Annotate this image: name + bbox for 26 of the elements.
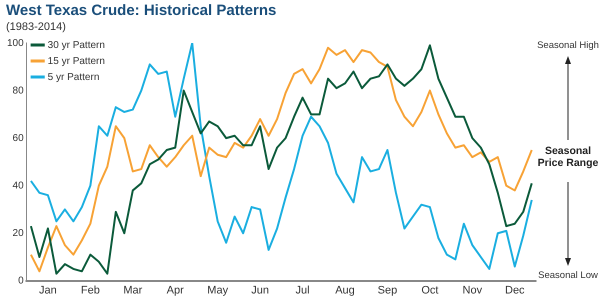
legend-label: 15 yr Pattern	[48, 56, 105, 67]
legend-label: 30 yr Pattern	[48, 40, 105, 51]
x-tick-label: Sep	[378, 284, 398, 296]
chart-subtitle: (1983-2014)	[6, 21, 66, 33]
legend-label: 5 yr Pattern	[48, 72, 100, 83]
x-tick-label: Oct	[421, 284, 438, 296]
y-tick-label: 0	[18, 276, 24, 287]
x-tick-label: Dec	[504, 284, 526, 296]
x-tick-label: Feb	[80, 284, 100, 296]
text: Seasonal Low	[537, 270, 599, 281]
y-tick-label: 100	[6, 38, 24, 49]
chart-title: West Texas Crude: Historical Patterns	[6, 2, 276, 19]
x-tick-label: Jun	[251, 284, 269, 296]
y-tick-label: 40	[12, 180, 24, 192]
x-tick-label: May	[207, 284, 229, 296]
x-tick-label: Jul	[296, 284, 310, 296]
y-tick-label: 60	[12, 132, 24, 144]
x-tick-label: Jan	[39, 284, 57, 296]
x-tick-label: Nov	[462, 284, 483, 296]
text: Seasonal High	[536, 40, 600, 51]
x-tick-label: Apr	[166, 284, 184, 296]
x-tick-label: Aug	[335, 284, 355, 296]
x-tick-label: Mar	[123, 284, 143, 296]
text: Seasonal Price Range	[536, 145, 600, 169]
y-tick-label: 20	[12, 228, 24, 239]
y-tick-label: 80	[12, 85, 24, 96]
